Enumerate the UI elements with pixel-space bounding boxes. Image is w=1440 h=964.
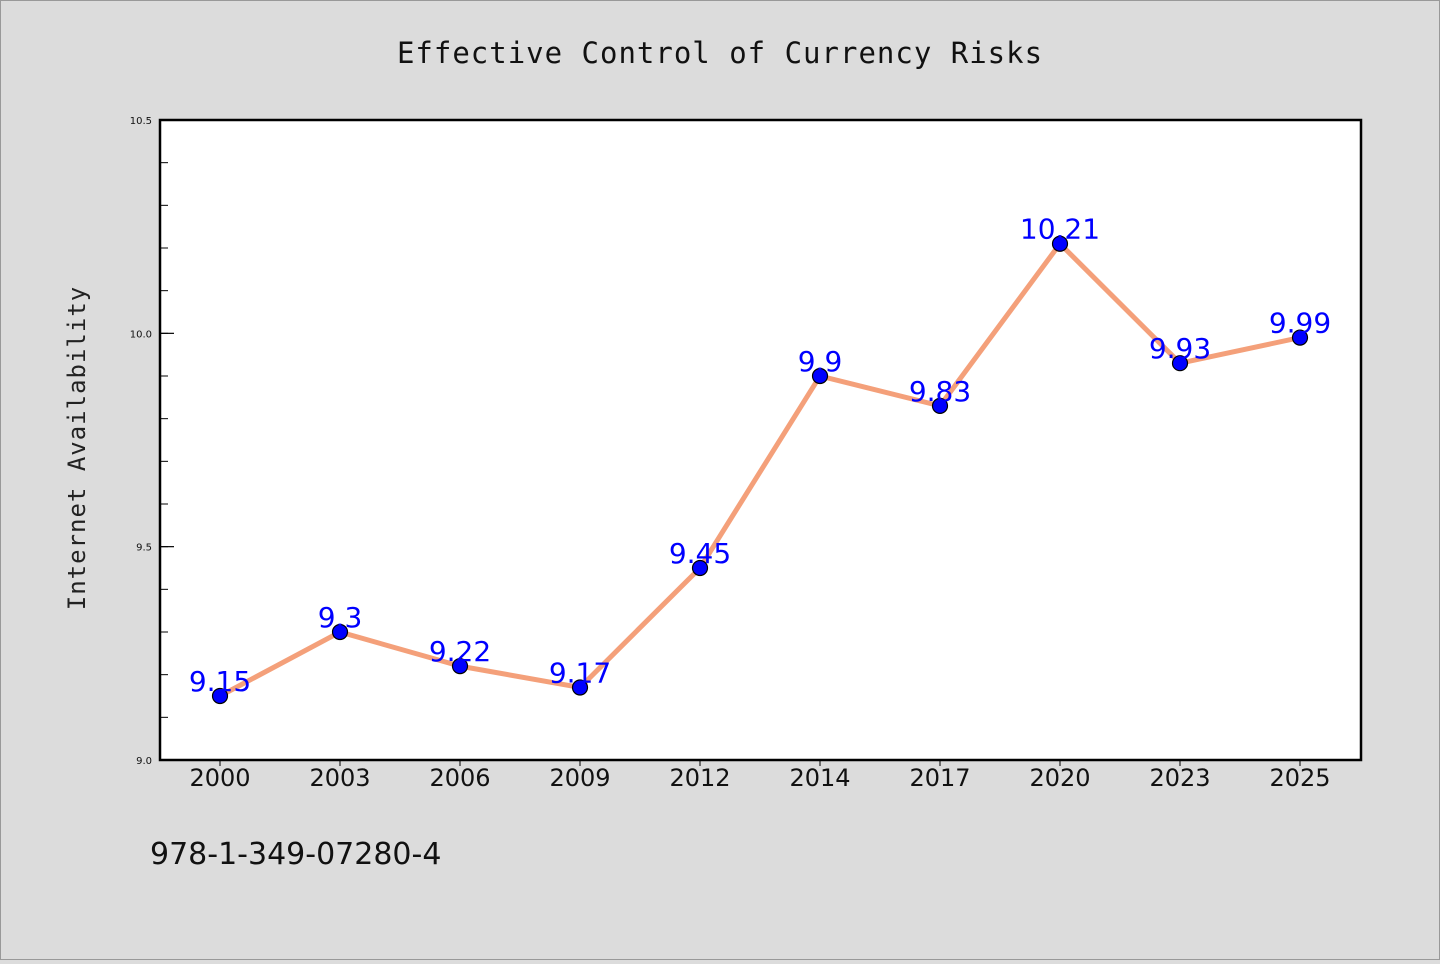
data-labels: 9.15 9.3 9.22 9.17 9.45 9.9 9.83 10.21 9.93 9.99 [189, 213, 1331, 698]
data-label: 9.3 [318, 601, 363, 634]
x-tick-label: 2014 [789, 764, 850, 792]
data-label: 9.83 [909, 375, 971, 408]
data-label: 10.21 [1020, 213, 1100, 246]
data-point [811, 367, 829, 385]
isbn-label: 978-1-349-07280-4 [150, 837, 441, 872]
x-tick-label: 2003 [309, 764, 370, 792]
data-label: 9.99 [1269, 307, 1331, 340]
x-tick-label: 2009 [549, 764, 610, 792]
data-point [451, 658, 469, 675]
series-line-group [217, 241, 1303, 699]
data-label: 9.9 [798, 345, 843, 378]
data-point [211, 687, 229, 705]
data-label: 9.22 [429, 635, 491, 668]
y-tick-label: 9.5 [136, 543, 152, 554]
data-points [211, 235, 1309, 705]
data-label: 9.93 [1149, 332, 1211, 365]
y-tick-label: 9.0 [136, 756, 152, 767]
x-tick-label: 2020 [1029, 764, 1090, 792]
data-point [691, 559, 709, 577]
data-label: 9.15 [189, 665, 251, 698]
data-point [571, 679, 589, 696]
data-point [1171, 355, 1189, 372]
data-label: 9.45 [669, 537, 731, 570]
plot-frame [158, 118, 1363, 762]
data-label: 9.17 [549, 656, 611, 689]
x-tick-label: 2025 [1269, 764, 1330, 792]
x-tick-label: 2012 [669, 764, 730, 792]
plot-area [160, 120, 1361, 760]
data-point [1291, 329, 1309, 346]
chart-title: Effective Control of Currency Risks [397, 36, 1043, 70]
x-tick-label: 2006 [429, 764, 490, 792]
series-line [217, 241, 1303, 699]
y-tick-label: 10.5 [130, 116, 152, 127]
x-tick-label: 2017 [909, 764, 970, 792]
data-point [331, 623, 349, 641]
x-axis: 2000 2003 2006 2009 2012 2014 2017 2020 2023 2025 [189, 760, 1331, 792]
data-point [931, 397, 949, 414]
y-axis-label: Internet Availability [63, 286, 91, 610]
data-point [1051, 235, 1069, 252]
x-tick-label: 2023 [1149, 764, 1210, 792]
x-tick-label: 2000 [189, 764, 250, 792]
y-tick-label: 10.0 [130, 329, 152, 340]
